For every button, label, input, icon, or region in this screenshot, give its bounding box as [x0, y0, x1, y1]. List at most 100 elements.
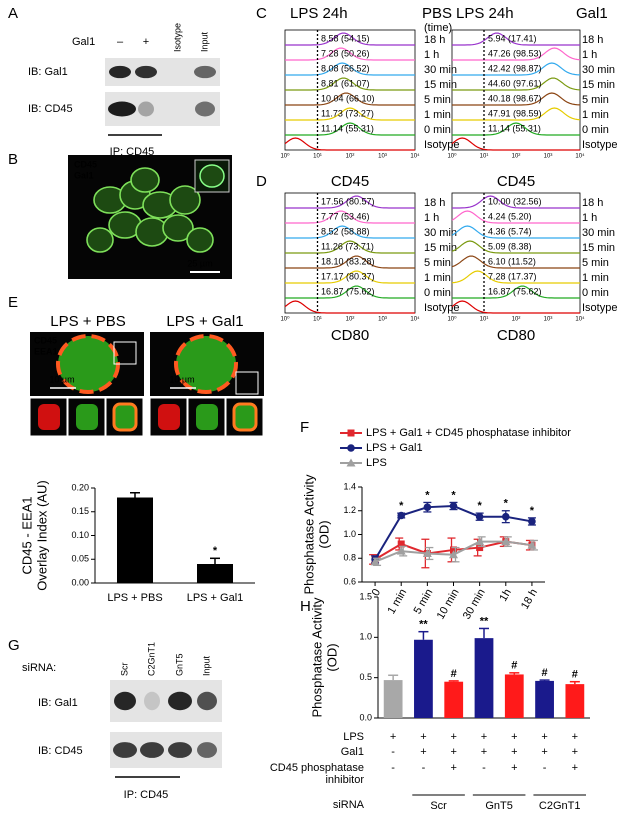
histogram-tick: 10⁰	[447, 316, 457, 323]
time-label: Isotype	[582, 302, 617, 314]
histogram-curve	[285, 210, 415, 224]
time-label: 5 min	[424, 94, 451, 106]
histogram-stat: 7.28 (50.26)	[321, 48, 370, 58]
table-cell: +	[450, 762, 456, 774]
marker	[347, 444, 355, 452]
histogram-stat: 11.26 (73.71)	[321, 241, 374, 251]
y-tick-label: 0.10	[71, 530, 89, 540]
time-label: 18 h	[582, 197, 603, 209]
band	[197, 691, 217, 711]
annotation: *	[425, 489, 430, 501]
marker	[422, 549, 432, 557]
lane-label: Isotype	[172, 23, 182, 52]
bar	[565, 684, 585, 718]
lane-label: C2GnT1	[146, 642, 156, 676]
histogram-stat: 10.00 (32.56)	[488, 196, 542, 206]
histogram-curve	[285, 285, 415, 299]
histogram-tick: 10¹	[480, 154, 489, 160]
y-tick-label: 0.5	[359, 672, 372, 682]
scale-bar-label: 10 µm	[49, 374, 74, 384]
treatment-label: Gal1	[72, 36, 95, 48]
histogram-tick: 10¹	[480, 317, 489, 323]
time-label: 15 min	[424, 242, 457, 254]
histogram-curve	[285, 47, 415, 61]
inset-signal	[38, 404, 60, 430]
histogram-stat: 8.08 (56.52)	[321, 63, 370, 73]
histogram-curve	[452, 92, 581, 106]
ip-label: IP: CD45	[110, 146, 155, 158]
table-cell: +	[450, 731, 456, 743]
y-tick-label: 1.5	[359, 591, 372, 601]
y-axis-label: Phosphatase Activity	[301, 474, 316, 594]
marker	[397, 540, 405, 548]
stain-label: EEA1	[34, 346, 58, 356]
histogram-stat: 7.28 (17.37)	[488, 271, 537, 281]
annotation: **	[419, 619, 428, 631]
ip-label: IP: CD45	[124, 789, 169, 801]
stain-label: CD45	[74, 159, 97, 169]
x-tick-label: 10 min	[435, 587, 462, 622]
histogram-curve	[451, 225, 580, 239]
histogram-stat: 4.36 (5.74)	[488, 226, 532, 236]
time-label: 15 min	[582, 79, 615, 91]
band	[195, 101, 215, 117]
histogram-curve	[451, 255, 580, 269]
histogram-stat: 17.17 (80.37)	[321, 271, 375, 281]
marker	[449, 502, 458, 510]
histogram-curve	[284, 137, 415, 151]
time-label: 15 min	[582, 242, 615, 254]
lane-label: –	[117, 36, 124, 48]
cell	[169, 185, 201, 215]
time-label: 0 min	[424, 287, 451, 299]
table-cell: +	[450, 746, 456, 758]
table-cell: +	[572, 762, 578, 774]
histogram-stat: 4.24 (5.20)	[488, 211, 532, 221]
histogram-curve	[452, 285, 580, 299]
table-cell: +	[420, 746, 426, 758]
histogram-curve	[285, 32, 415, 46]
bar	[535, 680, 554, 718]
inset-signal	[158, 404, 180, 430]
time-label: 0 min	[582, 124, 609, 136]
group-label: C2GnT1	[539, 800, 581, 812]
histogram-tick: 10⁴	[410, 316, 420, 323]
band	[140, 742, 164, 758]
annotation: *	[213, 545, 218, 557]
cell	[186, 227, 214, 253]
y-tick-label: 1.2	[343, 505, 356, 515]
cell	[86, 227, 114, 253]
time-label: 1 min	[582, 109, 609, 121]
histogram-stat: 44.60 (97.61)	[488, 78, 542, 88]
zoom-box	[113, 341, 137, 365]
histogram-curve	[285, 122, 415, 136]
marker	[397, 511, 406, 520]
legend-label: LPS + Gal1 + CD45 phosphatase inhibitor	[366, 427, 571, 439]
axis-label: CD80	[497, 327, 535, 344]
histogram-tick: 10⁰	[280, 153, 290, 160]
time-label: 30 min	[582, 227, 615, 239]
time-label: 5 min	[582, 257, 609, 269]
x-tick-label: 1 min	[385, 587, 409, 616]
time-label: Isotype	[582, 139, 617, 151]
lane-label: Scr	[119, 662, 129, 676]
histogram-curve	[285, 195, 415, 209]
time-label: 30 min	[582, 64, 615, 76]
annotation: *	[399, 500, 404, 512]
histogram-tick: 10³	[378, 154, 387, 160]
band	[197, 742, 217, 758]
annotation: *	[478, 500, 483, 512]
histogram-curve	[452, 32, 580, 46]
table-cell: +	[420, 731, 426, 743]
y-tick-label: 0.00	[71, 577, 89, 587]
sirna-label: siRNA:	[22, 662, 56, 674]
table-cell: -	[482, 762, 486, 774]
y-axis-label: (OD)	[324, 643, 339, 671]
histogram-tick: 10²	[512, 154, 521, 160]
time-label: 30 min	[424, 227, 457, 239]
histogram-stat: 16.87 (75.62)	[321, 286, 375, 296]
time-label: 1 h	[424, 212, 439, 224]
table-cell: +	[481, 746, 487, 758]
y-tick-label: 0.20	[71, 482, 89, 492]
annotation: **	[480, 615, 489, 627]
x-tick-label: 18 h	[519, 587, 540, 612]
